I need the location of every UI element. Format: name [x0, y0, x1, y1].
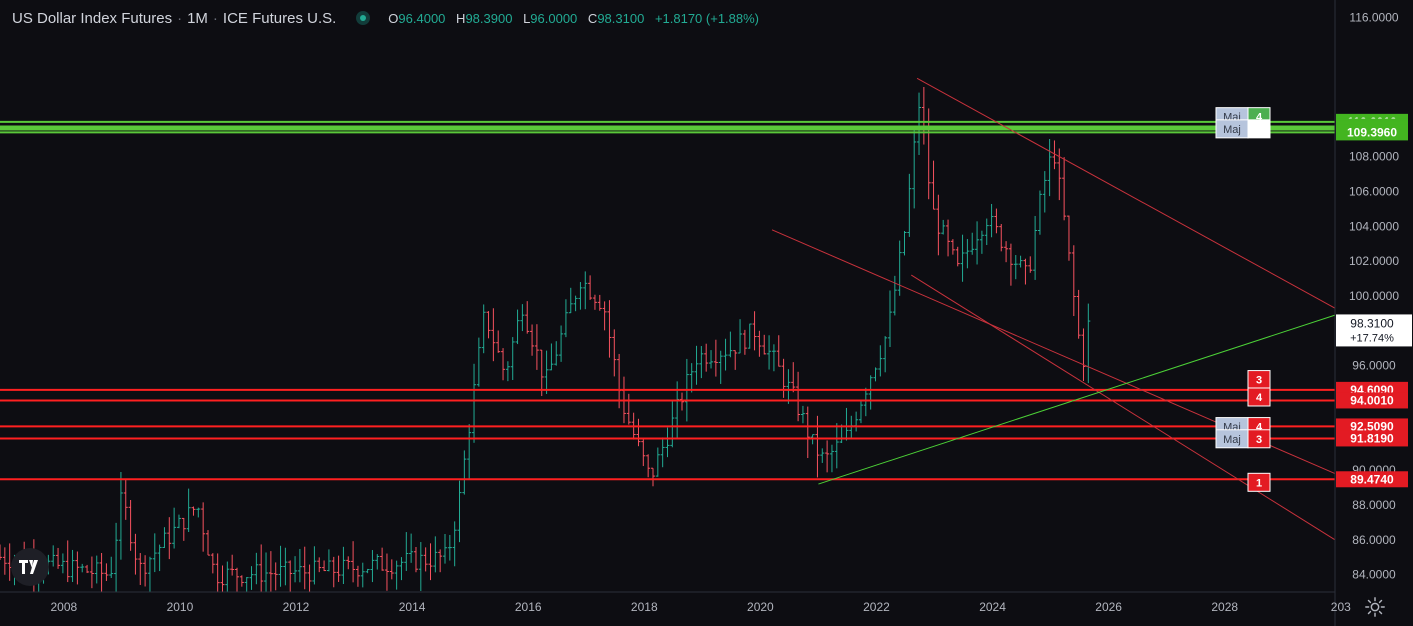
y-tick-label: 88.0000 [1352, 498, 1396, 512]
y-tick-label: 96.0000 [1352, 359, 1396, 373]
ohlc-bars [0, 86, 1091, 592]
y-tick-label: 102.0000 [1349, 254, 1399, 268]
level-tag-number: 1 [1256, 477, 1262, 489]
price-axis[interactable]: 84.000086.000088.000090.000096.000098.00… [1336, 10, 1408, 582]
level-tag-number: 4 [1256, 112, 1263, 124]
trendline-red[interactable] [911, 274, 1336, 541]
level-tag-number: 3 [1256, 375, 1262, 387]
high-key: H [456, 10, 466, 26]
level-tag[interactable]: 4 [1247, 387, 1271, 407]
chart-header: US Dollar Index Futures · 1M · ICE Futur… [12, 8, 759, 28]
level-tag[interactable]: 3 [1247, 370, 1271, 390]
x-tick-label: 2008 [50, 600, 77, 614]
y-tick-label: 116.0000 [1349, 10, 1398, 24]
separator-dot: · [212, 9, 218, 27]
trendline-red[interactable] [916, 77, 1336, 309]
level-tag-text: Maj [1223, 434, 1241, 446]
x-tick-label: 2018 [631, 600, 658, 614]
level-tag[interactable]: 1 [1247, 472, 1271, 492]
level-tag-number: 4 [1256, 392, 1263, 404]
tradingview-logo-glyph [19, 560, 38, 574]
close-key: C [587, 10, 598, 26]
tradingview-logo-icon[interactable] [11, 548, 49, 586]
current-price-value: 98.3100 [1350, 316, 1394, 330]
x-tick-label: 2022 [863, 600, 890, 614]
y-tick-label: 84.0000 [1352, 568, 1396, 582]
x-tick-label: 2024 [979, 600, 1006, 614]
y-tick-label: 106.0000 [1349, 185, 1399, 199]
level-price-box [1336, 418, 1408, 435]
x-tick-label: 2020 [747, 600, 774, 614]
level-tag-badge [1247, 387, 1271, 407]
level-price-label: 109.3960 [1347, 125, 1397, 139]
level-tag-text: Maj [1223, 124, 1241, 136]
level-price-box [1336, 430, 1408, 447]
level-price-label: 92.5090 [1350, 419, 1394, 433]
level-price-box [1336, 124, 1408, 141]
level-tag[interactable]: Maj 3 [1215, 429, 1271, 449]
change-value: +1.8170 (+1.88%) [654, 10, 760, 26]
y-tick-label: 104.0000 [1349, 219, 1399, 233]
open-value: 96.4000 [398, 10, 446, 26]
level-price-box [1336, 471, 1408, 488]
level-tag-number: 4 [1256, 422, 1263, 434]
interval-label[interactable]: 1M [187, 9, 208, 27]
level-tag-number: 3 [1256, 434, 1262, 446]
trendline-green[interactable] [818, 314, 1336, 485]
exchange-label: ICE Futures U.S. [222, 9, 337, 27]
x-tick-label: 2026 [1095, 600, 1122, 614]
level-price-label: 89.4740 [1350, 472, 1394, 486]
y-tick-label: 108.0000 [1349, 150, 1399, 164]
current-price-change: +17.74% [1350, 332, 1394, 344]
y-tick-label: 86.0000 [1352, 533, 1396, 547]
level-price-box [1336, 392, 1408, 409]
x-tick-label: 2010 [167, 600, 194, 614]
ohlc-values: O96.4000 H98.3900 L96.0000 C98.3100 +1.8… [388, 11, 759, 26]
level-price-label: 94.0010 [1350, 393, 1394, 407]
time-axis[interactable]: 2008 2010 2012 2014 2016 2018 2020 2022 2024 2026… [50, 600, 1351, 614]
x-tick-label: 2012 [283, 600, 310, 614]
x-tick-label: 2028 [1211, 600, 1238, 614]
level-tag-badge [1247, 119, 1271, 139]
level-tag-badge [1247, 429, 1271, 449]
open-key: O [388, 10, 399, 26]
low-value: 96.0000 [530, 10, 578, 26]
market-status-icon[interactable] [356, 11, 371, 25]
symbol-name[interactable]: US Dollar Index Futures [12, 9, 173, 27]
low-key: L [523, 10, 531, 26]
current-price-box [1336, 314, 1412, 347]
separator-dot: · [177, 9, 183, 27]
gear-icon[interactable] [1364, 596, 1386, 618]
x-tick-label: 2014 [399, 600, 426, 614]
y-tick-label: 100.0000 [1349, 289, 1399, 303]
high-value: 98.3900 [465, 10, 513, 26]
x-tick-label: 2016 [515, 600, 542, 614]
level-tag[interactable]: Maj [1215, 119, 1271, 139]
level-tag-badge [1247, 472, 1271, 492]
close-value: 98.3100 [597, 10, 645, 26]
x-tick-label: 203 [1331, 600, 1351, 614]
current-price-label: 98.3100 +17.74% [1336, 314, 1412, 347]
level-price-label: 91.8190 [1350, 431, 1394, 445]
